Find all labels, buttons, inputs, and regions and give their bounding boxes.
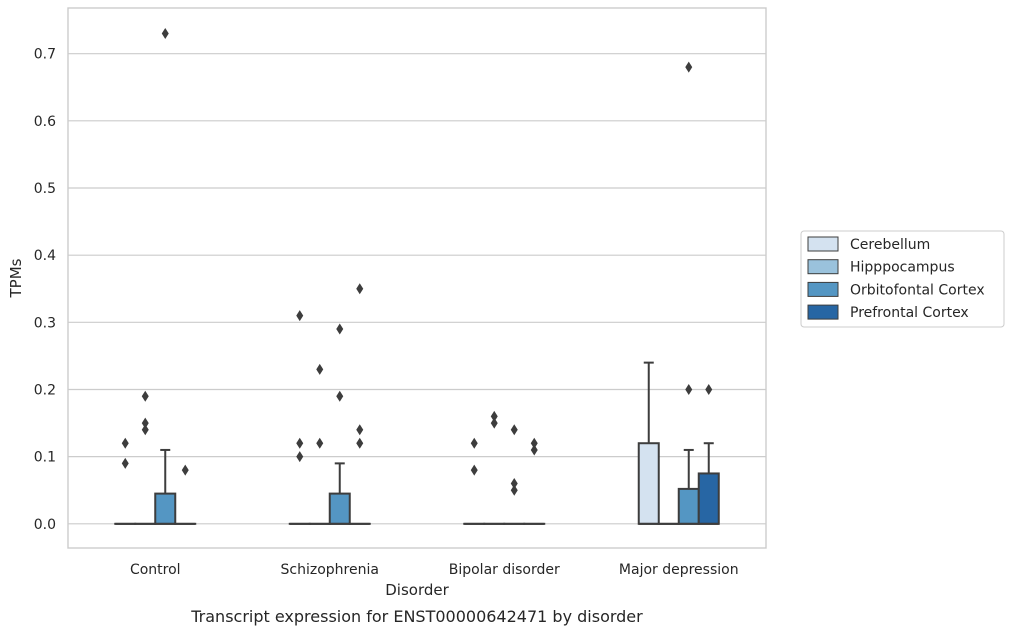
outlier-point [181, 464, 189, 476]
box-body [154, 492, 177, 525]
chart-caption: Transcript expression for ENST0000064247… [190, 607, 643, 626]
legend-swatch [807, 304, 839, 320]
y-tick-label: 0.1 [34, 450, 56, 466]
x-tick-label: Control [130, 562, 181, 578]
box-body [328, 492, 351, 525]
outlier-point [141, 390, 149, 402]
boxes [114, 361, 720, 525]
x-tick-label: Major depression [619, 562, 739, 578]
y-tick-label: 0.4 [34, 248, 56, 264]
legend-frame [800, 230, 1005, 328]
box-prefrontal-cortex [697, 442, 720, 525]
y-tick-label: 0.6 [34, 114, 56, 130]
legend: Cerebellum Hipppocampus Orbitofontal Corte… [800, 230, 1005, 328]
y-tick-label: 0.0 [34, 517, 56, 533]
outlier-point [685, 61, 693, 73]
outliers [121, 28, 713, 496]
outlier-point [356, 424, 364, 436]
x-axis-ticks: Control Schizophrenia Bipolar disorder Majo… [130, 562, 739, 578]
outlier-point [356, 437, 364, 449]
plot-frame [67, 7, 767, 549]
outlier-point [470, 437, 478, 449]
box-orbitofontal-cortex [677, 448, 700, 525]
box-body [697, 472, 720, 525]
outlier-point [316, 363, 324, 375]
outlier-point [161, 28, 169, 40]
outlier-point [121, 457, 129, 469]
y-axis-label: TPMs [7, 258, 25, 298]
outlier-point [490, 417, 498, 429]
outlier-point [510, 424, 518, 436]
outlier-point [296, 310, 304, 322]
outlier-point [490, 410, 498, 422]
gridlines [68, 53, 766, 525]
outlier-point [705, 383, 713, 395]
outlier-point [470, 464, 478, 476]
outlier-point [530, 444, 538, 456]
outlier-point [510, 478, 518, 490]
outlier-point [530, 437, 538, 449]
outlier-point [510, 484, 518, 496]
legend-label: Orbitofontal Cortex [850, 282, 985, 298]
box-orbitofontal-cortex [328, 462, 351, 525]
y-axis-ticks: 0.0 0.1 0.2 0.3 0.4 0.5 0.6 0.7 [34, 47, 56, 533]
box-body [637, 442, 660, 525]
y-tick-label: 0.7 [34, 47, 56, 63]
outlier-point [296, 437, 304, 449]
legend-swatch [807, 281, 839, 297]
outlier-point [296, 451, 304, 463]
outlier-point [336, 390, 344, 402]
legend-label: Hipppocampus [850, 260, 955, 276]
legend-swatch [807, 259, 839, 275]
box-body [677, 487, 700, 525]
legend-label: Cerebellum [850, 237, 930, 253]
legend-label: Prefrontal Cortex [850, 305, 969, 321]
outlier-point [141, 417, 149, 429]
outlier-point [356, 283, 364, 295]
outlier-point [336, 323, 344, 335]
box-cerebellum [637, 361, 660, 525]
x-tick-label: Schizophrenia [281, 562, 379, 578]
box-orbitofontal-cortex [154, 448, 177, 525]
x-tick-label: Bipolar disorder [449, 562, 560, 578]
outlier-point [685, 383, 693, 395]
y-tick-label: 0.3 [34, 315, 56, 331]
y-tick-label: 0.5 [34, 181, 56, 197]
y-tick-label: 0.2 [34, 382, 56, 398]
legend-swatch [807, 236, 839, 252]
outlier-point [316, 437, 324, 449]
outlier-point [121, 437, 129, 449]
outlier-point [141, 424, 149, 436]
x-axis-label: Disorder [385, 581, 449, 599]
